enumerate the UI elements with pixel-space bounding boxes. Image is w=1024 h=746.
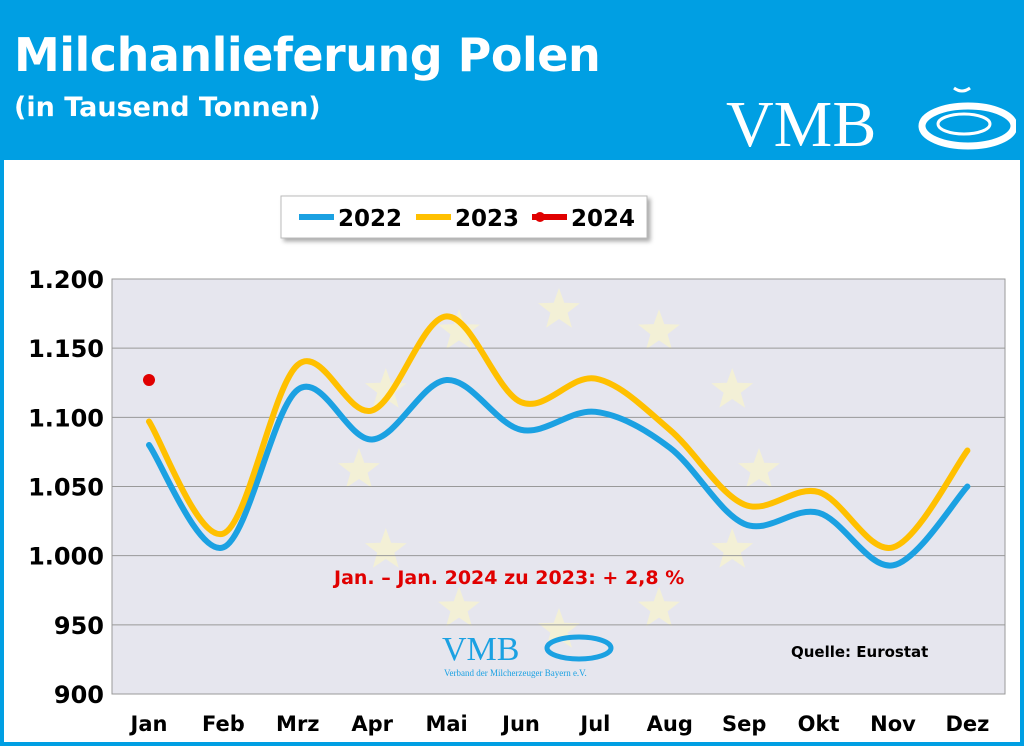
y-tick-label: 900 xyxy=(54,681,104,709)
star-decoration xyxy=(438,586,480,627)
y-tick-label: 1.000 xyxy=(28,543,104,571)
x-tick-label: Mrz xyxy=(276,712,319,736)
svg-text:VMB: VMB xyxy=(442,631,519,668)
series-line-2023 xyxy=(146,313,971,551)
y-tick-label: 1.200 xyxy=(28,266,104,294)
chart-panel: 2022 2023 2024 900 950 1.000 1.050 1.100 1.15… xyxy=(2,158,1022,744)
x-tick-label: Okt xyxy=(798,712,840,736)
star-decoration xyxy=(711,368,754,408)
star-decoration xyxy=(638,586,680,627)
legend-label-2023: 2023 xyxy=(455,206,519,232)
x-tick-label: Sep xyxy=(722,712,766,736)
x-tick-label: Apr xyxy=(351,712,393,736)
data-point-2024 xyxy=(143,373,155,386)
x-tick-label: Aug xyxy=(647,712,693,736)
y-tick-label: 1.150 xyxy=(28,335,104,363)
x-tick-label: Dez xyxy=(945,712,989,736)
star-decoration xyxy=(711,528,754,568)
source-label: Quelle: Eurostat xyxy=(791,643,928,661)
x-tick-label: Feb xyxy=(202,712,245,736)
star-decoration xyxy=(338,448,380,488)
star-decoration xyxy=(538,288,580,328)
svg-text:VMB: VMB xyxy=(726,88,876,152)
page-subtitle: (in Tausend Tonnen) xyxy=(14,92,321,123)
legend: 2022 2023 2024 xyxy=(280,195,648,239)
star-decoration xyxy=(738,448,780,488)
vmb-logo: VMB xyxy=(726,86,1016,152)
y-tick-label: 1.050 xyxy=(28,474,104,502)
legend-label-2022: 2022 xyxy=(338,206,402,232)
change-annotation: Jan. – Jan. 2024 zu 2023: + 2,8 % xyxy=(332,567,684,589)
y-tick-label: 950 xyxy=(54,612,104,640)
x-tick-label: Jan xyxy=(129,712,168,736)
x-tick-label: Nov xyxy=(870,712,916,736)
legend-label-2024: 2024 xyxy=(571,206,635,232)
star-decoration xyxy=(364,368,407,408)
page-title: Milchanlieferung Polen xyxy=(14,28,601,82)
star-decoration xyxy=(364,528,407,568)
vmb-watermark: VMB Verband der Milcherzeuger Bayern e.V… xyxy=(442,631,614,678)
line-chart: 2022 2023 2024 900 950 1.000 1.050 1.100 1.15… xyxy=(28,195,1006,736)
y-tick-label: 1.100 xyxy=(28,404,104,432)
series-line-2022 xyxy=(146,376,971,569)
star-decoration xyxy=(638,309,680,350)
x-tick-label: Jun xyxy=(500,712,540,736)
star-decoration xyxy=(538,608,580,648)
header: Milchanlieferung Polen (in Tausend Tonne… xyxy=(0,0,1024,152)
x-tick-label: Mai xyxy=(425,712,467,736)
watermark-tagline: Verband der Milcherzeuger Bayern e.V. xyxy=(444,668,587,678)
x-tick-label: Jul xyxy=(578,712,610,736)
eu-stars-decoration xyxy=(338,288,780,648)
star-decoration xyxy=(438,309,480,350)
